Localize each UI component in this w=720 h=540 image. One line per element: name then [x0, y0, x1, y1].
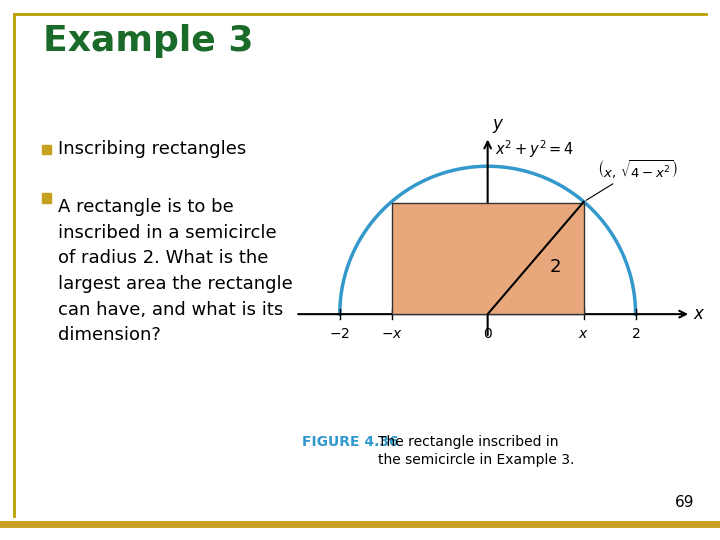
Text: $x$: $x$	[578, 327, 589, 341]
Text: A rectangle is to be
inscribed in a semicircle
of radius 2. What is the
largest : A rectangle is to be inscribed in a semi…	[58, 198, 292, 345]
Text: $\left(x,\,\sqrt{4-x^2}\right)$: $\left(x,\,\sqrt{4-x^2}\right)$	[586, 158, 678, 200]
Text: FIGURE 4.36: FIGURE 4.36	[302, 435, 399, 449]
Text: $x$: $x$	[693, 305, 706, 323]
Text: $-x$: $-x$	[381, 327, 402, 341]
Text: Example 3: Example 3	[43, 24, 253, 58]
Text: Inscribing rectangles: Inscribing rectangles	[58, 140, 246, 158]
Text: $y$: $y$	[492, 117, 505, 135]
Text: 69: 69	[675, 495, 695, 510]
Text: $x^2 + y^2 = 4$: $x^2 + y^2 = 4$	[495, 139, 575, 160]
Text: The rectangle inscribed in
the semicircle in Example 3.: The rectangle inscribed in the semicircl…	[378, 435, 575, 467]
Bar	[392, 204, 584, 314]
Text: $2$: $2$	[631, 327, 640, 341]
Text: $-2$: $-2$	[329, 327, 350, 341]
Text: $2$: $2$	[549, 258, 561, 276]
Text: $0$: $0$	[482, 327, 492, 341]
